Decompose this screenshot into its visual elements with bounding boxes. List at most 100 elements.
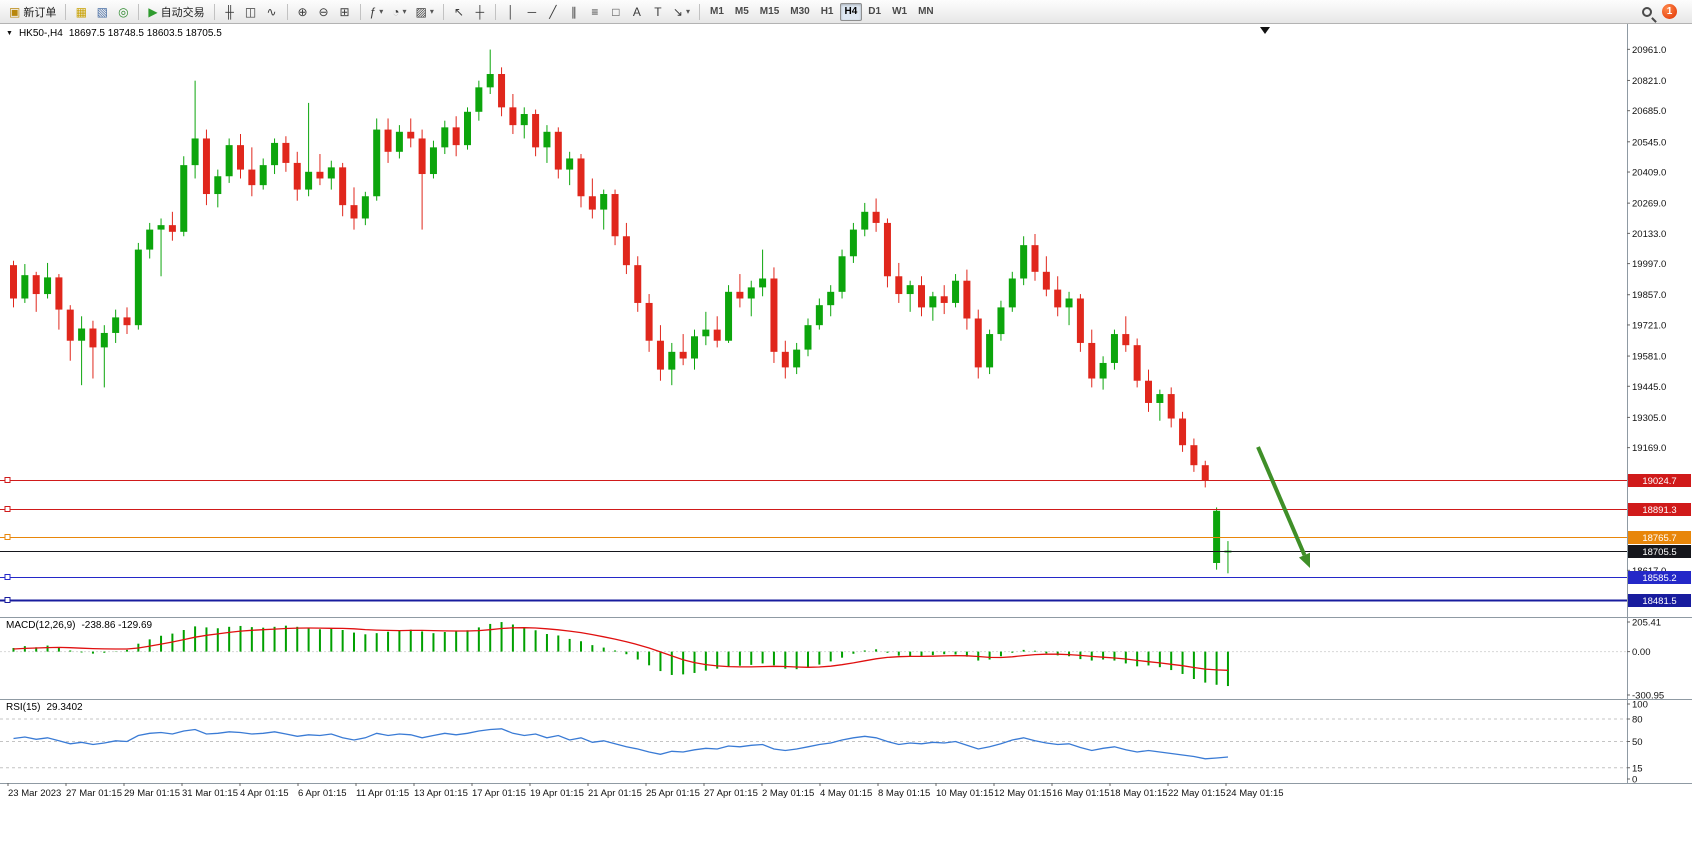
- price-line-badge: [1628, 503, 1691, 516]
- toolbar: ▣ 新订单 ▦ ▧ ◎ ▶ 自动交易 ╫ ◫ ∿ ⊕ ⊖ ⊞ ƒ ▾ ◔ ▾ ▨ ▾ ↖ ┼ │ ─ ╱ ∥ ≡ □ A T ↘ ▾ M1 M5…: [0, 0, 1692, 24]
- candle-body: [475, 87, 483, 112]
- candle-body: [1020, 245, 1028, 279]
- date-axis-label: 13 Apr 01:15: [414, 788, 468, 799]
- chart-top-marker[interactable]: [1260, 27, 1270, 34]
- line-handle[interactable]: [4, 477, 11, 483]
- candle-body: [180, 165, 188, 232]
- new-chart-button[interactable]: ▦: [71, 2, 91, 22]
- channel-button[interactable]: ∥: [564, 2, 584, 22]
- date-axis-label: 6 Apr 01:15: [298, 788, 347, 799]
- templates-button[interactable]: ▨ ▾: [412, 2, 438, 22]
- candle-body: [225, 145, 233, 177]
- price-line-badge: [1628, 594, 1691, 607]
- price-axis-label: 20409.0: [1632, 168, 1666, 179]
- candle-body: [486, 74, 494, 88]
- new-order-icon: ▣: [9, 4, 21, 19]
- tf-w1-button[interactable]: W1: [887, 3, 912, 21]
- tf-m15-button[interactable]: M15: [755, 3, 784, 21]
- candle-body: [691, 336, 698, 359]
- toolbar-separator: [494, 3, 496, 20]
- tf-m30-button[interactable]: M30: [785, 3, 814, 21]
- price-axis-label: 20545.0: [1632, 137, 1666, 148]
- candle-body: [645, 302, 653, 341]
- trend-arrow[interactable]: [1256, 446, 1307, 556]
- macd-signal-line: [13, 627, 1229, 671]
- text-button[interactable]: A: [627, 2, 647, 22]
- vertical-line-button[interactable]: │: [501, 2, 521, 22]
- autotrading-button[interactable]: ▶ 自动交易: [144, 2, 208, 22]
- candle-body: [1190, 445, 1198, 466]
- candle-body: [895, 276, 903, 295]
- notification-badge[interactable]: 1: [1662, 4, 1677, 19]
- tf-mn-button[interactable]: MN: [913, 3, 939, 21]
- price-line-badge-text: 18481.5: [1642, 596, 1676, 607]
- zoom-in-icon: ⊕: [297, 4, 308, 19]
- line-handle[interactable]: [4, 506, 11, 512]
- candle-body: [1167, 394, 1175, 419]
- rsi-value: 29.3402: [46, 702, 83, 713]
- toolbar-separator: [359, 3, 361, 20]
- candle-body: [725, 291, 733, 341]
- bar-chart-button[interactable]: ╫: [220, 2, 240, 22]
- date-axis-label: 2 May 01:15: [762, 788, 814, 799]
- candle-chart-button[interactable]: ◫: [241, 2, 261, 22]
- date-axis-label: 12 May 01:15: [994, 788, 1052, 799]
- market-watch-button[interactable]: ◎: [113, 2, 133, 22]
- line-chart-button[interactable]: ∿: [262, 2, 282, 22]
- candle-body: [1201, 465, 1209, 481]
- crosshair-icon: ┼: [475, 4, 485, 19]
- chart-menu-icon[interactable]: ▼: [6, 30, 13, 37]
- tf-h1-button[interactable]: H1: [816, 3, 839, 21]
- tf-d1-button[interactable]: D1: [863, 3, 886, 21]
- rsi-line: [13, 728, 1229, 760]
- zoom-out-icon: ⊖: [318, 4, 329, 19]
- candle-body: [100, 332, 108, 348]
- tf-m1-button[interactable]: M1: [705, 3, 729, 21]
- price-line-badge-text: 18705.5: [1642, 547, 1676, 558]
- price-line-badge-text: 18765.7: [1642, 533, 1676, 544]
- profiles-button[interactable]: ▧: [92, 2, 112, 22]
- candle-body: [679, 351, 687, 359]
- tf-h4-button[interactable]: H4: [839, 2, 863, 21]
- trendline-button[interactable]: ╱: [543, 2, 563, 22]
- periods-button[interactable]: ◔ ▾: [388, 2, 410, 22]
- tf-m5-button[interactable]: M5: [730, 3, 754, 21]
- candle-body: [78, 328, 86, 341]
- toolbar-separator: [138, 3, 140, 20]
- candle-body: [361, 196, 369, 219]
- new-order-button[interactable]: ▣ 新订单: [5, 2, 60, 22]
- candle-body: [134, 249, 142, 326]
- line-handle[interactable]: [4, 574, 11, 580]
- tile-windows-button[interactable]: ⊞: [335, 2, 355, 22]
- autotrading-button-label: 自动交易: [160, 6, 205, 19]
- chart-background[interactable]: [0, 24, 1692, 862]
- date-axis-label: 8 May 01:15: [878, 788, 930, 799]
- price-axis-label: 20821.0: [1632, 76, 1666, 87]
- shapes-button[interactable]: □: [606, 2, 626, 22]
- toolbar-separator: [698, 3, 700, 20]
- search-icon[interactable]: [1642, 6, 1652, 17]
- candle-body: [600, 194, 608, 210]
- candle-body: [123, 317, 131, 326]
- indicators-button[interactable]: ƒ ▾: [366, 2, 388, 22]
- dropdown-icon: ▾: [379, 7, 384, 16]
- symbol-label: HK50-,H4: [18, 28, 63, 39]
- indicators-icon: ƒ: [369, 4, 377, 19]
- candle-body: [282, 142, 290, 163]
- horizontal-line-button[interactable]: ─: [522, 2, 542, 22]
- line-handle[interactable]: [4, 534, 11, 540]
- candle-body: [1031, 245, 1039, 272]
- candle-body: [1179, 418, 1187, 446]
- zoom-out-button[interactable]: ⊖: [314, 2, 334, 22]
- crosshair-button[interactable]: ┼: [470, 2, 490, 22]
- arrows-button[interactable]: ↘ ▾: [669, 2, 694, 22]
- text-label-button[interactable]: T: [648, 2, 668, 22]
- candle-body: [566, 158, 574, 170]
- cursor-button[interactable]: ↖: [449, 2, 469, 22]
- line-handle[interactable]: [4, 597, 11, 603]
- candle-body: [804, 325, 812, 350]
- price-axis-label: 20133.0: [1632, 229, 1666, 240]
- fibonacci-button[interactable]: ≡: [585, 2, 605, 22]
- zoom-in-button[interactable]: ⊕: [293, 2, 313, 22]
